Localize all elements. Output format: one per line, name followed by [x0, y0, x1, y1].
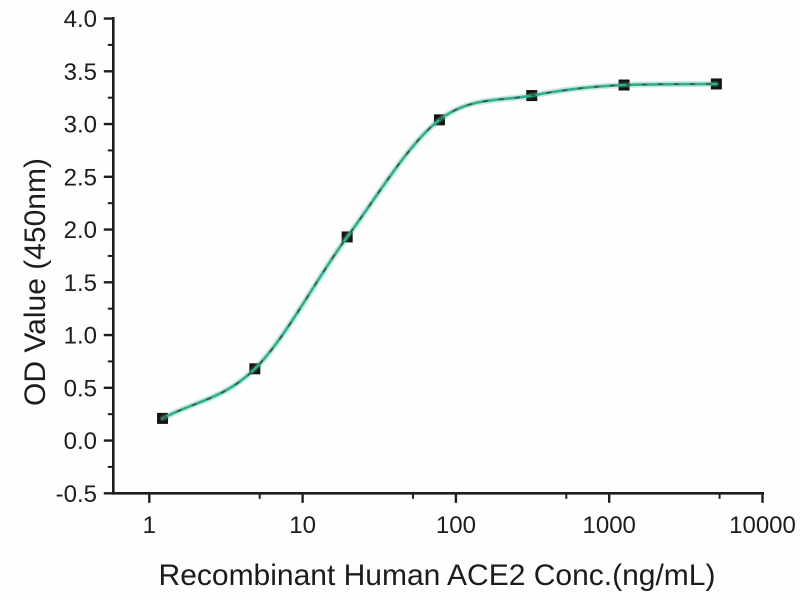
y-tick-label: 1.5 — [64, 270, 97, 297]
y-tick-label: 2.5 — [64, 164, 97, 191]
major-ticks — [103, 17, 764, 503]
fit-curve — [161, 82, 718, 420]
fit-curve-dash-overlay — [162, 83, 717, 420]
y-tick-label: 0.0 — [64, 428, 97, 455]
y-tick-label: 3.0 — [64, 112, 97, 139]
x-axis-title: Recombinant Human ACE2 Conc.(ng/mL) — [159, 559, 716, 592]
y-axis-title: OD Value (450nm) — [19, 158, 52, 406]
y-axis-tick-labels: -0.5 0.0 0.5 1.0 1.5 2.0 2.5 3.0 3.5 4.0 — [56, 6, 97, 508]
x-tick-label: 1000 — [583, 512, 636, 539]
x-axis-tick-labels: 1 10 100 1000 10000 — [143, 512, 796, 539]
x-tick-label: 10000 — [729, 512, 796, 539]
data-point-markers — [157, 78, 722, 424]
fit-curve-glow — [159, 80, 720, 422]
y-tick-label: 0.5 — [64, 375, 97, 402]
x-tick-label: 10 — [289, 512, 316, 539]
x-tick-label: 1 — [143, 512, 156, 539]
x-tick-label: 100 — [436, 512, 476, 539]
y-tick-label: 2.0 — [64, 217, 97, 244]
y-tick-label: -0.5 — [56, 481, 97, 508]
minor-ticks — [107, 43, 721, 499]
y-tick-label: 4.0 — [64, 6, 97, 33]
axes — [112, 17, 764, 495]
y-tick-label: 3.5 — [64, 59, 97, 86]
y-tick-label: 1.0 — [64, 323, 97, 350]
